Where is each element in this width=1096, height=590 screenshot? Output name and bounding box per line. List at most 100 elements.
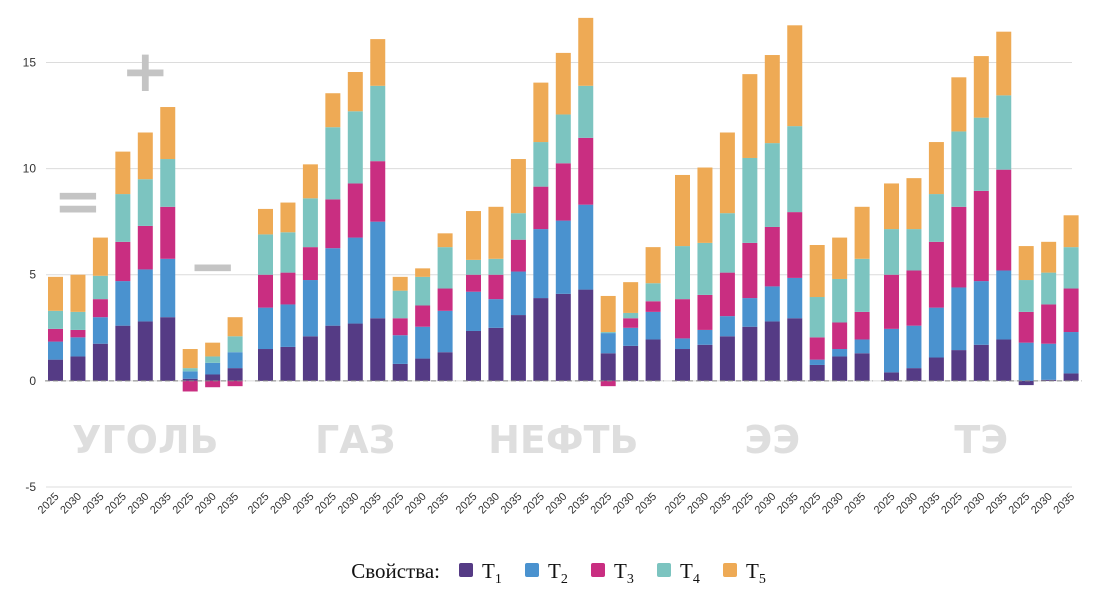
- legend-label-subscript: 2: [561, 572, 568, 587]
- x-tick-label: 2030: [544, 491, 570, 517]
- bar-segment-НЕФТЬ-2035-t1: [510, 315, 526, 381]
- bar-segment-ГАЗ-2030-t4: [280, 232, 296, 273]
- legend-label-main: T: [548, 559, 561, 583]
- bar-segment-ЭЭ-2025-t3: [742, 242, 758, 299]
- bar-segment-ЭЭ-2025-t2: [675, 338, 690, 350]
- bar-segment-ЭЭ-2035-t5: [719, 132, 735, 214]
- y-tick-label: 5: [29, 268, 36, 282]
- bar-segment-НЕФТЬ-2035-t4: [510, 213, 526, 240]
- bar-segment-ТЭ-2025-t3: [1018, 311, 1034, 343]
- bar-segment-УГОЛЬ-2035-t2: [160, 258, 176, 318]
- bar-segment-ГАЗ-2035-t4: [437, 247, 453, 289]
- bar-segment-ЭЭ-2025-t1: [809, 364, 825, 381]
- bar-segment-УГОЛЬ-2025-t1: [48, 359, 63, 381]
- bar-segment-ТЭ-2035-t1: [996, 339, 1012, 381]
- bar-segment-НЕФТЬ-2035-t2: [645, 311, 661, 340]
- bar-segment-НЕФТЬ-2025-t3: [600, 380, 616, 387]
- bar-segment-ГАЗ-2030-t5: [415, 268, 431, 277]
- bar-segment-НЕФТЬ-2030-t5: [623, 282, 639, 313]
- bar-segment-ГАЗ-2035-t2: [302, 280, 318, 337]
- bar-segment-НЕФТЬ-2030-t4: [488, 258, 504, 275]
- bar-segment-ТЭ-2035-t3: [928, 241, 944, 308]
- annotation-symbol: +: [121, 37, 170, 105]
- legend-label-subscript: 5: [759, 572, 766, 587]
- x-tick-label: 2025: [521, 491, 547, 517]
- bar-segment-НЕФТЬ-2030-t5: [555, 52, 571, 115]
- bar-segment-НЕФТЬ-2025-t5: [466, 211, 481, 260]
- bar-segment-ТЭ-2030-t1: [973, 344, 989, 381]
- bar-segment-НЕФТЬ-2035-t4: [578, 85, 594, 138]
- bar-segment-ТЭ-2025-t1: [1018, 380, 1034, 386]
- bar-segment-ЭЭ-2035-t1: [787, 318, 803, 381]
- bar-segment-ЭЭ-2030-t3: [764, 226, 780, 287]
- x-tick-label: 2030: [894, 491, 920, 517]
- bar-segment-УГОЛЬ-2025-t5: [115, 151, 131, 195]
- x-tick-label: 2030: [268, 491, 294, 517]
- bar-segment-ЭЭ-2030-t1: [697, 344, 713, 381]
- x-tick-label: 2030: [336, 491, 362, 517]
- bar-segment-УГОЛЬ-2025-t5: [48, 276, 63, 311]
- bar-segment-УГОЛЬ-2025-t4: [48, 310, 63, 329]
- x-tick-label: 2025: [730, 491, 756, 517]
- bar-segment-НЕФТЬ-2030-t2: [623, 327, 639, 346]
- bar-segment-УГОЛЬ-2030-t5: [137, 132, 153, 180]
- legend-label-main: T: [746, 559, 759, 583]
- bars: [48, 17, 1079, 392]
- bar-segment-НЕФТЬ-2025-t4: [533, 142, 549, 187]
- legend-label-subscript: 1: [495, 572, 502, 587]
- bar-segment-ТЭ-2025-t5: [951, 77, 967, 132]
- bar-segment-УГОЛЬ-2035-t4: [92, 275, 108, 300]
- annotation-symbol: =: [54, 167, 103, 235]
- bar-segment-ГАЗ-2030-t4: [347, 111, 363, 184]
- bar-segment-НЕФТЬ-2030-t4: [623, 312, 639, 319]
- x-tick-label: 2030: [611, 491, 637, 517]
- x-tick-label: 2030: [58, 491, 84, 517]
- x-tick-label: 2030: [753, 491, 779, 517]
- x-tick-label: 2030: [962, 491, 988, 517]
- bar-segment-НЕФТЬ-2025-t2: [600, 333, 616, 354]
- bar-segment-УГОЛЬ-2025-t1: [115, 325, 131, 381]
- bar-segment-НЕФТЬ-2035-t1: [578, 289, 594, 381]
- bar-segment-ТЭ-2035-t2: [1063, 332, 1079, 374]
- group-label: УГОЛЬ: [72, 418, 218, 462]
- bar-segment-ГАЗ-2035-t4: [370, 85, 386, 162]
- bar-segment-ТЭ-2025-t1: [951, 350, 967, 381]
- bar-segment-ГАЗ-2030-t1: [415, 358, 431, 381]
- bar-segment-НЕФТЬ-2030-t2: [488, 299, 504, 328]
- bar-segment-ЭЭ-2035-t4: [719, 213, 735, 273]
- bar-segment-НЕФТЬ-2025-t2: [533, 229, 549, 299]
- bar-segment-ГАЗ-2030-t2: [415, 326, 431, 359]
- bar-segment-НЕФТЬ-2030-t1: [488, 327, 504, 381]
- bar-segment-ЭЭ-2030-t2: [832, 349, 848, 357]
- bar-segment-ЭЭ-2030-t5: [764, 55, 780, 144]
- bar-segment-ЭЭ-2030-t3: [697, 294, 713, 330]
- legend-label-subscript: 3: [627, 572, 634, 587]
- x-tick-label: 2025: [36, 491, 62, 517]
- bar-segment-УГОЛЬ-2035-t1: [92, 343, 108, 381]
- bar-segment-ТЭ-2025-t4: [951, 131, 967, 207]
- bar-segment-ГАЗ-2025-t1: [258, 349, 273, 381]
- bar-segment-ЭЭ-2025-t3: [809, 337, 825, 360]
- legend-swatch: [591, 563, 605, 577]
- bar-segment-ЭЭ-2035-t3: [719, 272, 735, 317]
- bar-segment-ТЭ-2035-t2: [996, 270, 1012, 340]
- bar-segment-УГОЛЬ-2030-t2: [205, 362, 221, 375]
- bar-segment-ЭЭ-2035-t1: [854, 353, 870, 381]
- bar-segment-УГОЛЬ-2025-t2: [48, 341, 63, 360]
- bar-segment-НЕФТЬ-2035-t3: [510, 239, 526, 272]
- bar-segment-ЭЭ-2025-t5: [742, 74, 758, 158]
- legend: Свойства: T1 T2 T3 T4 T5: [351, 559, 766, 587]
- bar-segment-НЕФТЬ-2030-t2: [555, 220, 571, 294]
- bar-segment-ЭЭ-2025-t1: [675, 349, 690, 381]
- bar-segment-ЭЭ-2025-t5: [809, 245, 825, 298]
- bar-segment-УГОЛЬ-2035-t3: [227, 380, 243, 387]
- bar-segment-УГОЛЬ-2035-t3: [92, 299, 108, 318]
- y-axis-ticks: -5 0 5 10 15: [23, 55, 37, 494]
- x-tick-label: 2025: [246, 491, 272, 517]
- bar-segment-УГОЛЬ-2025-t2: [115, 281, 131, 326]
- bar-segment-НЕФТЬ-2030-t5: [488, 206, 504, 259]
- bar-segment-УГОЛЬ-2030-t3: [205, 380, 221, 388]
- bar-segment-УГОЛЬ-2035-t5: [227, 317, 243, 337]
- bar-segment-УГОЛЬ-2030-t5: [205, 342, 221, 357]
- bar-segment-ТЭ-2025-t5: [884, 183, 899, 230]
